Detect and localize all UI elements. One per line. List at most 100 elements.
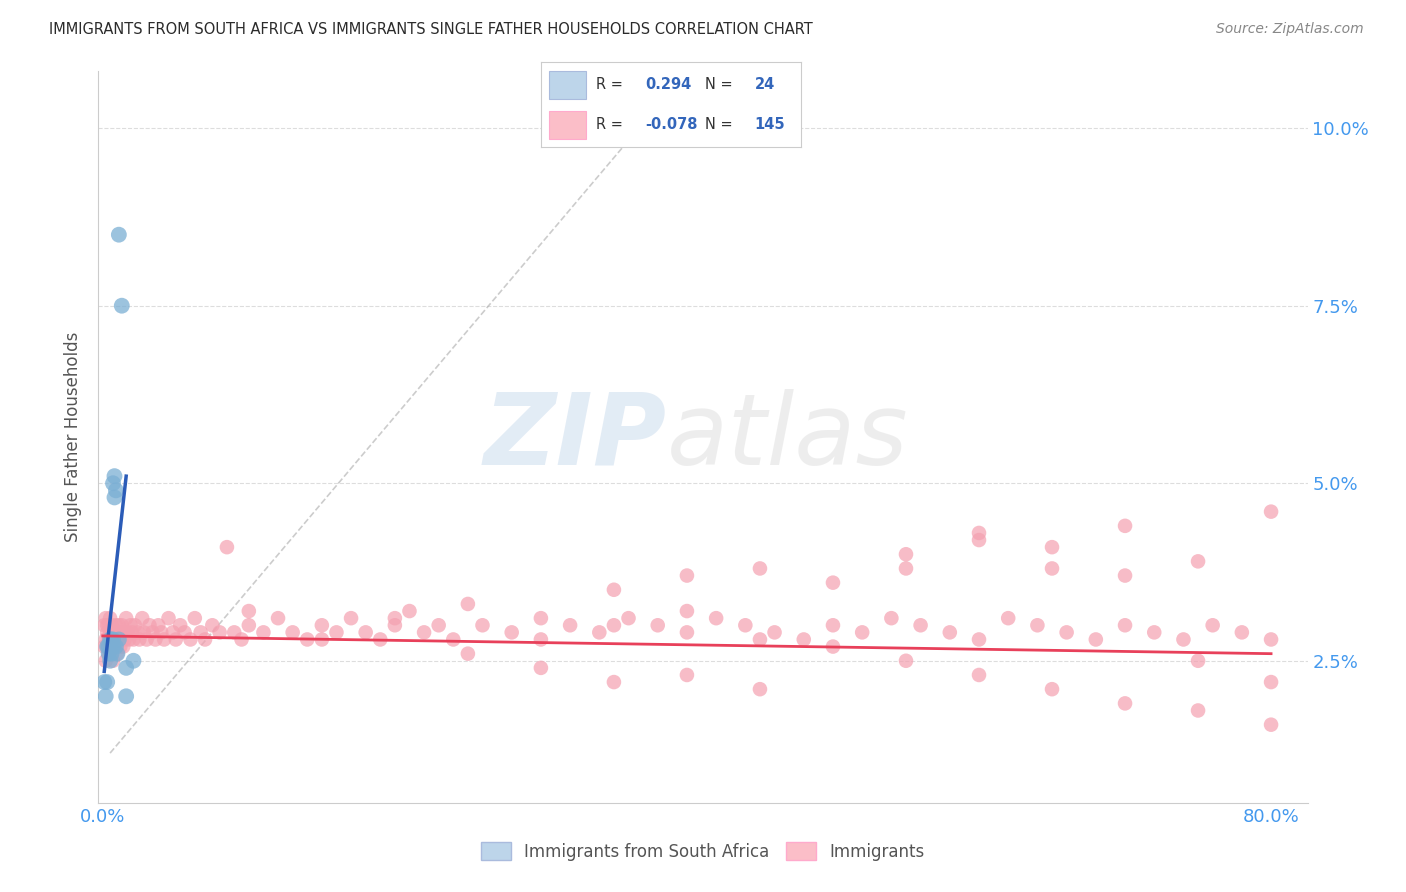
Y-axis label: Single Father Households: Single Father Households: [65, 332, 83, 542]
Point: [267, 611, 290, 625]
Point: [749, 561, 772, 575]
Point: [103, 640, 125, 654]
Point: [1040, 540, 1063, 554]
Point: [122, 654, 145, 668]
Point: [821, 640, 844, 654]
Point: [179, 632, 201, 647]
Point: [939, 625, 962, 640]
Point: [107, 625, 129, 640]
Point: [104, 483, 127, 498]
Point: [96, 675, 118, 690]
Point: [104, 632, 127, 647]
Point: [676, 604, 699, 618]
Text: R =: R =: [596, 117, 623, 132]
Point: [107, 647, 129, 661]
Point: [749, 682, 772, 697]
Point: [97, 647, 120, 661]
Text: N =: N =: [706, 117, 733, 132]
Point: [457, 597, 479, 611]
Point: [115, 690, 138, 704]
Point: [501, 625, 523, 640]
Point: [224, 625, 246, 640]
Point: [94, 611, 117, 625]
Point: [676, 668, 699, 682]
Text: Source: ZipAtlas.com: Source: ZipAtlas.com: [1216, 22, 1364, 37]
Point: [603, 582, 626, 597]
Point: [427, 618, 450, 632]
Point: [997, 611, 1019, 625]
Point: [1114, 519, 1136, 533]
Point: [122, 632, 145, 647]
Point: [131, 611, 153, 625]
Point: [100, 632, 122, 647]
Point: [910, 618, 932, 632]
Point: [398, 604, 420, 618]
Point: [115, 611, 138, 625]
Point: [894, 561, 917, 575]
Point: [138, 618, 160, 632]
Point: [103, 469, 125, 483]
Point: [1040, 561, 1063, 575]
Point: [1260, 675, 1282, 690]
Point: [311, 632, 333, 647]
Point: [104, 640, 127, 654]
Point: [114, 625, 136, 640]
Point: [384, 611, 406, 625]
Point: [157, 611, 180, 625]
Point: [93, 640, 115, 654]
Point: [457, 647, 479, 661]
Point: [558, 618, 581, 632]
Point: [238, 604, 260, 618]
Point: [1173, 632, 1195, 647]
Point: [98, 611, 121, 625]
Point: [603, 618, 626, 632]
Point: [101, 632, 124, 647]
Point: [749, 632, 772, 647]
Point: [471, 618, 494, 632]
Point: [821, 618, 844, 632]
Point: [165, 632, 187, 647]
Point: [100, 618, 122, 632]
Point: [108, 632, 131, 647]
Point: [894, 654, 917, 668]
Point: [880, 611, 903, 625]
Point: [201, 618, 224, 632]
Point: [96, 640, 118, 654]
Point: [1187, 554, 1209, 568]
Point: [704, 611, 727, 625]
Point: [111, 299, 134, 313]
Point: [1143, 625, 1166, 640]
Point: [114, 632, 136, 647]
Point: [128, 632, 150, 647]
Text: -0.078: -0.078: [645, 117, 697, 132]
Point: [101, 476, 124, 491]
Point: [184, 611, 207, 625]
Point: [112, 640, 135, 654]
Point: [967, 668, 990, 682]
Text: 24: 24: [755, 77, 775, 92]
Point: [101, 640, 124, 654]
Point: [967, 525, 990, 540]
Point: [297, 632, 319, 647]
Point: [135, 632, 157, 647]
Point: [231, 632, 253, 647]
Point: [103, 625, 125, 640]
Point: [100, 647, 122, 661]
Point: [215, 540, 238, 554]
Point: [115, 661, 138, 675]
Point: [1187, 654, 1209, 668]
Text: 0.294: 0.294: [645, 77, 692, 92]
Text: ZIP: ZIP: [484, 389, 666, 485]
Point: [734, 618, 756, 632]
Point: [94, 690, 117, 704]
Point: [169, 618, 191, 632]
Point: [281, 625, 304, 640]
Point: [94, 654, 117, 668]
Point: [340, 611, 363, 625]
Point: [96, 625, 118, 640]
Point: [101, 632, 124, 647]
Point: [97, 647, 120, 661]
Point: [967, 533, 990, 547]
Point: [107, 647, 129, 661]
Point: [98, 625, 121, 640]
